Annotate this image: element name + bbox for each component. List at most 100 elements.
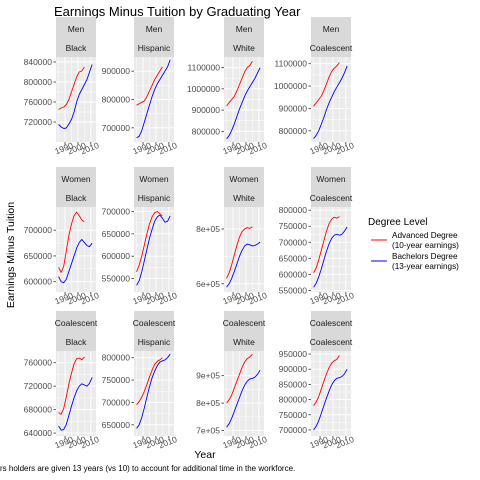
facet-strip-label-bottom: White bbox=[233, 337, 255, 347]
facet-strip-label-bottom: Black bbox=[66, 337, 88, 347]
series-line-bachelors bbox=[313, 368, 348, 431]
y-tick-label: 550000 bbox=[102, 274, 131, 284]
y-tick-label: 650000 bbox=[102, 229, 131, 239]
facet-strip bbox=[311, 167, 351, 207]
y-tick-label: 900000 bbox=[192, 105, 221, 115]
y-tick-label: 1000000 bbox=[274, 81, 307, 91]
y-tick-label: 720000 bbox=[24, 117, 53, 127]
facet-plot-area bbox=[224, 351, 264, 436]
y-tick-label: 720000 bbox=[24, 381, 53, 391]
legend: Degree Level Advanced Degree (10-year ea… bbox=[368, 217, 459, 271]
facet-strip-label-top: Coalescent bbox=[133, 318, 176, 328]
facet-strip-label-top: Women bbox=[316, 174, 345, 184]
y-tick-label: 700000 bbox=[279, 237, 308, 247]
series-line-bachelors bbox=[58, 377, 93, 431]
series-line-bachelors bbox=[226, 241, 261, 288]
series-line-bachelors bbox=[136, 214, 171, 286]
facet-strip-label-top: Women bbox=[61, 174, 90, 184]
facet-strip bbox=[56, 311, 96, 351]
series-line-advanced bbox=[58, 356, 85, 415]
y-tick-label: 800000 bbox=[102, 353, 131, 363]
y-tick-label: 750000 bbox=[279, 221, 308, 231]
facet-strip-label-bottom: White bbox=[233, 193, 255, 203]
y-tick-label: 760000 bbox=[24, 358, 53, 368]
y-tick-label: 700000 bbox=[24, 225, 53, 235]
y-tick-label: 840000 bbox=[24, 57, 53, 67]
facet-panel: Coalescent Hispanic 650000 700000 750000 8000… bbox=[102, 311, 179, 450]
y-tick-label: 550000 bbox=[279, 285, 308, 295]
legend-title: Degree Level bbox=[368, 217, 427, 228]
facet-panel: CoalescentWhite7e+058e+059e+051990200020… bbox=[196, 311, 269, 450]
y-tick-label: 1100000 bbox=[188, 63, 221, 73]
facet-strip bbox=[224, 167, 264, 207]
facet-strip-label-bottom: Coalescent bbox=[310, 43, 353, 53]
y-tick-label: 750000 bbox=[102, 375, 131, 385]
y-tick-label: 6e+05 bbox=[196, 279, 220, 289]
facet-strip bbox=[134, 17, 174, 57]
facet-strip bbox=[56, 167, 96, 207]
y-tick-label: 650000 bbox=[279, 253, 308, 263]
facet-panel: MenCoalescent800000900000100000011000001… bbox=[274, 17, 356, 156]
series-line-advanced bbox=[136, 211, 163, 273]
facet-panel: CoalescentBlack6400006800007200007600001… bbox=[24, 311, 101, 450]
facet-strip bbox=[311, 17, 351, 57]
legend-label-bachelors-line2: (13-year earnings) bbox=[392, 262, 459, 271]
y-tick-label: 800000 bbox=[279, 126, 308, 136]
series-line-bachelors bbox=[313, 226, 348, 288]
facet-strip-label-bottom: Black bbox=[66, 193, 88, 203]
y-tick-label: 7e+05 bbox=[196, 426, 220, 436]
series-line-bachelors bbox=[226, 369, 261, 428]
facet-panels: MenBlack72000076000080000084000019902000… bbox=[24, 17, 356, 450]
series-line-advanced bbox=[226, 353, 253, 404]
facet-panel: Coalescent Coalescent 700000 750000 800000 85… bbox=[279, 311, 356, 450]
y-tick-label: 1000000 bbox=[187, 84, 220, 94]
series-line-advanced bbox=[136, 357, 163, 405]
y-tick-label: 650000 bbox=[24, 251, 53, 261]
series-line-bachelors bbox=[58, 64, 93, 129]
series-line-advanced bbox=[313, 216, 340, 273]
facet-strip-label-bottom: Hispanic bbox=[138, 43, 171, 53]
facet-strip-label-bottom: Coalescent bbox=[310, 193, 353, 203]
y-tick-label: 600000 bbox=[24, 277, 53, 287]
chart-caption: rs holders are given 13 years (vs 10) to… bbox=[0, 464, 295, 473]
series-line-advanced bbox=[226, 226, 253, 279]
y-tick-label: 1100000 bbox=[275, 59, 308, 69]
facet-strip-label-bottom: White bbox=[233, 43, 255, 53]
y-tick-label: 700000 bbox=[102, 206, 131, 216]
y-tick-label: 8e+05 bbox=[196, 398, 220, 408]
y-tick-label: 800000 bbox=[24, 77, 53, 87]
facet-panel: WomenHispanic550000600000650000700000199… bbox=[102, 167, 179, 306]
y-tick-label: 900000 bbox=[102, 66, 131, 76]
facet-plot-area bbox=[224, 207, 264, 292]
facet-strip-label-top: Women bbox=[139, 174, 168, 184]
facet-strip bbox=[224, 17, 264, 57]
facet-panel: MenWhite80000090000010000001100000199020… bbox=[187, 17, 269, 156]
facet-strip-label-top: Men bbox=[236, 24, 253, 34]
y-axis-title: Earnings Minus Tuition bbox=[5, 202, 17, 308]
facet-strip-label-bottom: Coalescent bbox=[310, 337, 353, 347]
legend-label-advanced-line1: Advanced Degree bbox=[392, 231, 458, 240]
facet-strip bbox=[224, 311, 264, 351]
series-line-advanced bbox=[313, 62, 340, 107]
series-line-advanced bbox=[226, 61, 253, 107]
series-line-advanced bbox=[58, 66, 85, 110]
facet-strip-label-top: Men bbox=[323, 24, 340, 34]
legend-label-advanced-line2: (10-year earnings) bbox=[392, 241, 459, 250]
y-tick-label: 700000 bbox=[102, 397, 131, 407]
y-tick-label: 750000 bbox=[279, 410, 308, 420]
facet-strip-label-top: Men bbox=[146, 24, 163, 34]
y-tick-label: 9e+05 bbox=[196, 371, 220, 381]
series-line-advanced bbox=[313, 355, 340, 406]
y-tick-label: 950000 bbox=[279, 349, 308, 359]
y-tick-label: 800000 bbox=[102, 95, 131, 105]
facet-strip-label-top: Women bbox=[229, 174, 258, 184]
legend-label-bachelors-line1: Bachelors Degree bbox=[392, 252, 458, 261]
facet-strip-label-bottom: Hispanic bbox=[138, 337, 171, 347]
y-tick-label: 760000 bbox=[24, 97, 53, 107]
x-axis-title: Year bbox=[194, 449, 216, 461]
facet-strip-label-top: Coalescent bbox=[55, 318, 98, 328]
facet-panel: MenHispanic70000080000090000019902000201… bbox=[102, 17, 179, 156]
facet-strip-label-top: Men bbox=[68, 24, 85, 34]
